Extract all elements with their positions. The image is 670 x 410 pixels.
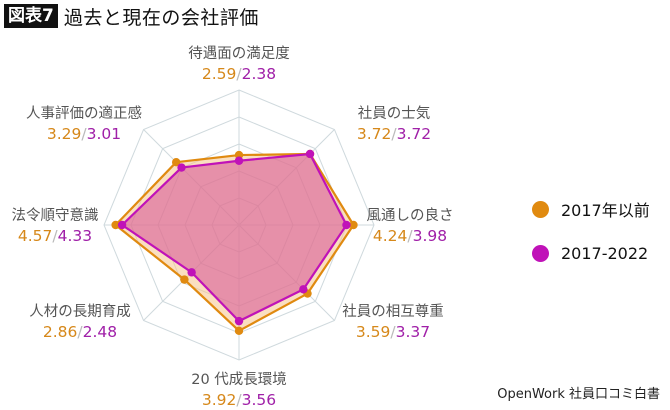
value-separator: / [77, 323, 83, 341]
axis-values: 4.24/3.98 [367, 226, 454, 246]
value-separator: / [391, 125, 397, 143]
value-before-2017: 3.29 [46, 125, 82, 143]
value-separator: / [236, 391, 242, 409]
data-point [171, 157, 181, 167]
data-point [234, 316, 244, 326]
axis-values: 3.72/3.72 [357, 124, 431, 144]
data-point [180, 275, 189, 284]
data-point [234, 156, 244, 165]
legend-item-before-2017: 2017年以前 [532, 196, 650, 222]
axis-values: 3.59/3.37 [342, 322, 444, 342]
value-separator: / [390, 323, 396, 341]
value-before-2017: 3.59 [355, 323, 391, 341]
value-2017-2022: 3.37 [395, 323, 431, 341]
figure-title: 図表7 過去と現在の会社評価 [4, 4, 259, 29]
axis-name: 社員の士気 [357, 106, 431, 122]
value-before-2017: 4.57 [17, 227, 53, 245]
axis-label: 待遇面の満足度 2.59/2.38 [188, 44, 290, 84]
value-2017-2022: 3.72 [396, 125, 432, 143]
value-separator: / [407, 227, 413, 245]
data-point [299, 285, 308, 294]
data-point [111, 220, 120, 230]
axis-name: 人事評価の適正感 [26, 106, 142, 122]
figure-badge: 図表7 [4, 4, 58, 28]
value-separator: / [236, 65, 242, 83]
axis-label: 人材の長期育成 2.86/2.48 [29, 302, 131, 342]
axis-label: 社員の相互尊重 3.59/3.37 [342, 302, 444, 342]
axis-label: 20 代成長環境 3.92/3.56 [191, 370, 287, 410]
axis-label: 社員の士気 3.72/3.72 [357, 104, 431, 144]
value-before-2017: 2.86 [42, 323, 78, 341]
data-point [117, 220, 127, 230]
value-2017-2022: 2.38 [241, 65, 277, 83]
data-point [349, 220, 358, 230]
axis-label: 人事評価の適正感 3.29/3.01 [26, 104, 142, 144]
axis-values: 2.86/2.48 [29, 322, 131, 342]
value-2017-2022: 3.98 [412, 227, 448, 245]
source-credit: OpenWork 社員口コミ白書 [497, 387, 660, 402]
legend-swatch-icon [532, 244, 549, 262]
data-point [187, 268, 196, 277]
axis-name: 社員の相互尊重 [342, 304, 444, 320]
data-point [342, 220, 351, 230]
data-point [177, 163, 186, 172]
series-area [120, 152, 348, 323]
value-before-2017: 3.72 [356, 125, 392, 143]
value-2017-2022: 3.56 [241, 391, 277, 409]
axis-name: 風通しの良さ [366, 208, 454, 224]
axis-label: 法令順守意識 4.57/4.33 [12, 206, 99, 246]
chart-title: 過去と現在の会社評価 [63, 6, 259, 29]
value-before-2017: 4.24 [372, 227, 408, 245]
axis-values: 3.29/3.01 [26, 124, 142, 144]
axis-values: 4.57/4.33 [12, 226, 99, 246]
legend-item-2017-2022: 2017-2022 [532, 240, 650, 266]
data-point [234, 326, 244, 336]
legend-label: 2017年以前 [561, 201, 650, 220]
axis-values: 2.59/2.38 [188, 64, 290, 84]
legend-label: 2017-2022 [561, 243, 649, 263]
value-before-2017: 3.92 [201, 391, 237, 409]
value-separator: / [81, 125, 87, 143]
value-2017-2022: 3.01 [86, 125, 122, 143]
axis-name: 法令順守意識 [11, 208, 99, 224]
axis-name: 待遇面の満足度 [188, 46, 290, 62]
axis-name: 20 代成長環境 [191, 372, 287, 388]
axis-values: 3.92/3.56 [191, 390, 287, 410]
axis-label: 風通しの良さ 4.24/3.98 [367, 206, 454, 246]
legend: 2017年以前 2017-2022 [532, 196, 650, 284]
value-separator: / [52, 227, 58, 245]
value-2017-2022: 2.48 [82, 323, 118, 341]
value-2017-2022: 4.33 [57, 227, 93, 245]
data-point [305, 149, 315, 159]
legend-swatch-icon [532, 200, 549, 218]
value-before-2017: 2.59 [201, 65, 237, 83]
axis-name: 人材の長期育成 [29, 304, 131, 320]
